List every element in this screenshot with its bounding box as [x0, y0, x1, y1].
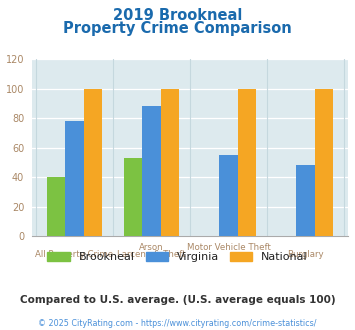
Text: Arson: Arson [139, 243, 164, 252]
Bar [47, 177, 65, 236]
Text: Larceny & Theft: Larceny & Theft [117, 250, 186, 259]
Bar [142, 107, 161, 236]
Text: Burglary: Burglary [287, 250, 324, 259]
Text: © 2025 CityRating.com - https://www.cityrating.com/crime-statistics/: © 2025 CityRating.com - https://www.city… [38, 319, 317, 328]
Bar [124, 158, 142, 236]
Text: Motor Vehicle Theft: Motor Vehicle Theft [186, 243, 271, 252]
Bar [161, 89, 179, 236]
Bar [83, 89, 102, 236]
Bar [296, 165, 315, 236]
Bar [219, 155, 238, 236]
Bar [315, 89, 333, 236]
Bar [65, 121, 83, 236]
Text: All Property Crime: All Property Crime [35, 250, 113, 259]
Text: Compared to U.S. average. (U.S. average equals 100): Compared to U.S. average. (U.S. average … [20, 295, 335, 305]
Text: Property Crime Comparison: Property Crime Comparison [63, 21, 292, 36]
Bar [238, 89, 256, 236]
Legend: Brookneal, Virginia, National: Brookneal, Virginia, National [43, 248, 312, 267]
Text: 2019 Brookneal: 2019 Brookneal [113, 8, 242, 23]
